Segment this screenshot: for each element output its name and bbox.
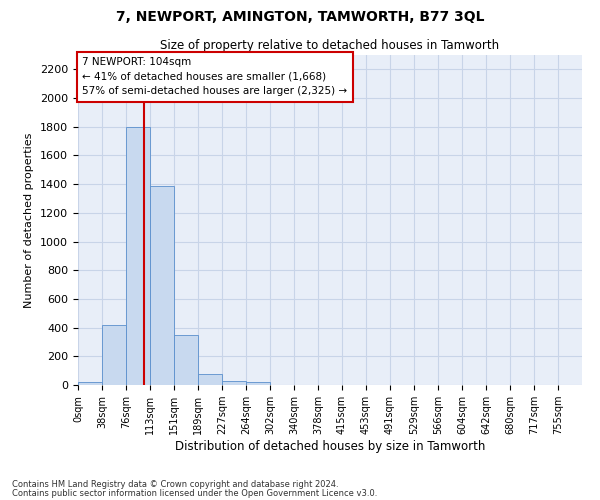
Text: 7 NEWPORT: 104sqm
← 41% of detached houses are smaller (1,668)
57% of semi-detac: 7 NEWPORT: 104sqm ← 41% of detached hous… <box>82 56 347 96</box>
Bar <box>222 380 246 385</box>
Bar <box>198 374 222 385</box>
Bar <box>174 335 198 385</box>
Bar <box>102 324 126 385</box>
Title: Size of property relative to detached houses in Tamworth: Size of property relative to detached ho… <box>160 40 500 52</box>
Text: Contains HM Land Registry data © Crown copyright and database right 2024.: Contains HM Land Registry data © Crown c… <box>12 480 338 489</box>
Bar <box>246 382 270 385</box>
Bar <box>78 382 102 385</box>
Y-axis label: Number of detached properties: Number of detached properties <box>25 132 34 308</box>
Text: Contains public sector information licensed under the Open Government Licence v3: Contains public sector information licen… <box>12 488 377 498</box>
X-axis label: Distribution of detached houses by size in Tamworth: Distribution of detached houses by size … <box>175 440 485 453</box>
Text: 7, NEWPORT, AMINGTON, TAMWORTH, B77 3QL: 7, NEWPORT, AMINGTON, TAMWORTH, B77 3QL <box>116 10 484 24</box>
Bar <box>150 186 174 385</box>
Bar <box>126 126 150 385</box>
